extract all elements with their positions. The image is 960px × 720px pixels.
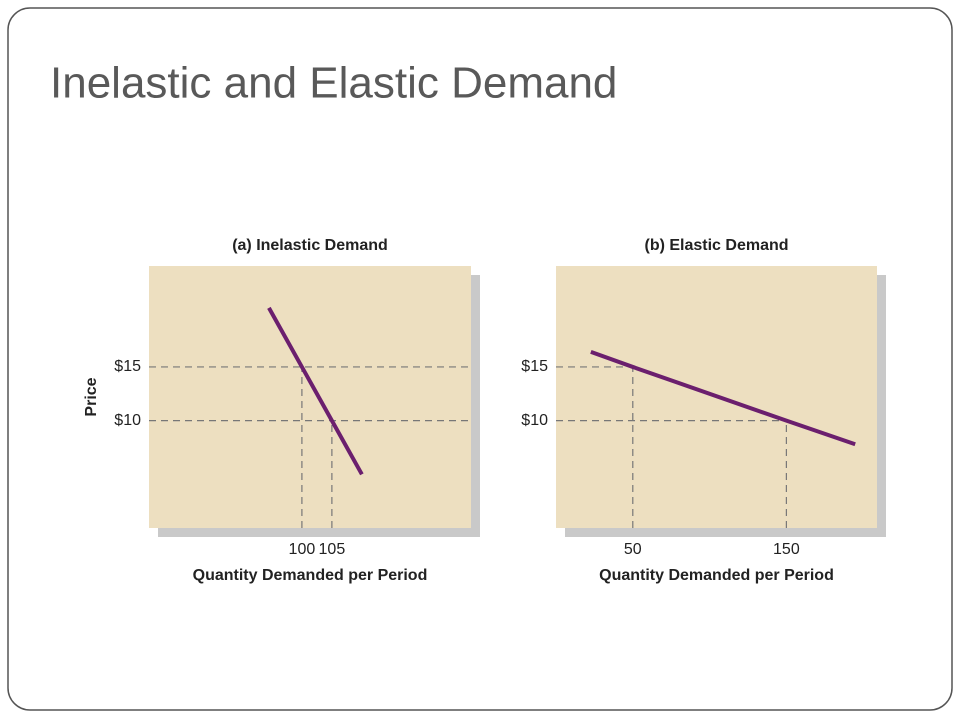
y-tick-label: $10 [114,412,141,429]
slide-title: Inelastic and Elastic Demand [50,59,617,108]
x-axis-label: Quantity Demanded per Period [599,567,834,584]
demand-line [590,350,856,447]
x-tick-label: 105 [319,541,346,558]
x-tick-label: 100 [289,541,316,558]
y-tick-label: $15 [114,358,141,375]
x-tick-label: 50 [624,541,642,558]
demand-line [267,306,364,476]
y-axis-label: Price [83,377,100,416]
y-tick-label: $10 [521,412,548,429]
chart-title: (b) Elastic Demand [644,237,788,254]
x-tick-label: 150 [773,541,800,558]
x-axis-label: Quantity Demanded per Period [193,567,428,584]
chart-title: (a) Inelastic Demand [232,237,388,254]
plot-area [149,266,471,528]
y-tick-label: $15 [521,358,548,375]
